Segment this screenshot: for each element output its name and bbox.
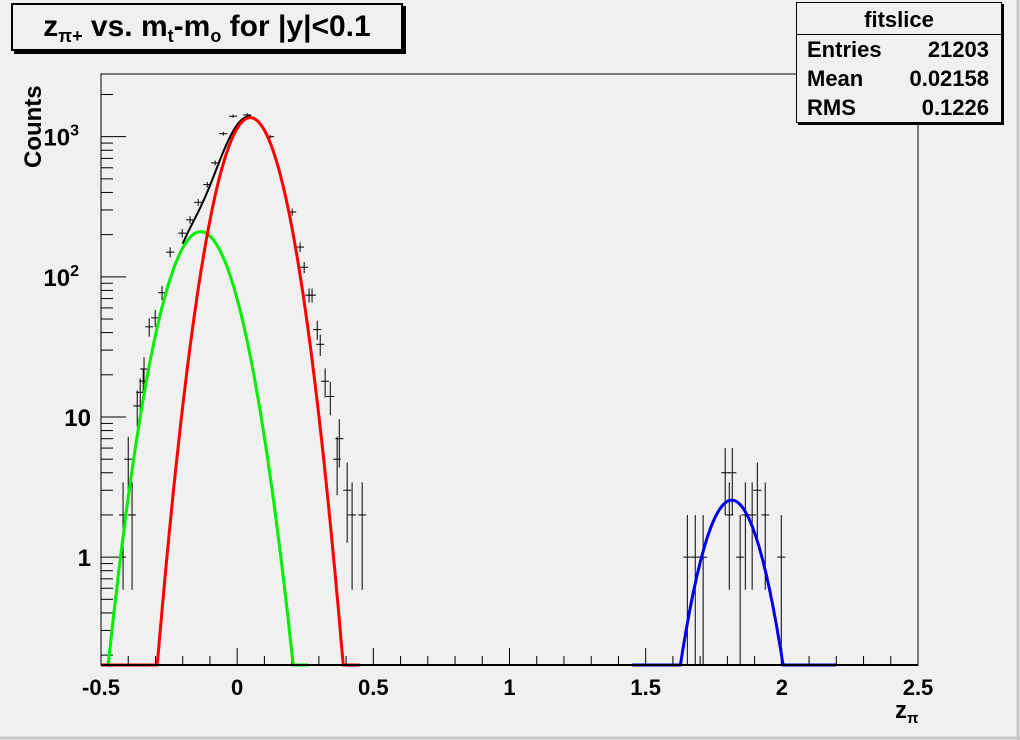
data-point [321,368,330,398]
x-tick-label: 0.5 [358,675,389,700]
data-point [748,482,757,590]
y-tick-label: 103 [43,123,79,152]
data-point [683,514,692,665]
x-axis-label-base: z [895,697,907,724]
title-part: t [167,26,174,46]
stats-name: fitslice [797,3,1001,35]
stats-box: fitslice Entries 21203 Mean 0.02158 RMS 0.1… [796,2,1002,123]
stats-label: Mean [807,66,864,91]
data-point [326,382,335,416]
stats-value: 21203 [927,37,989,62]
data-point [358,482,367,590]
x-axis-label: zπ [895,697,918,727]
title-part: for |y|<0.1 [221,10,371,43]
y-tick-label: 10 [64,405,91,432]
stats-value: 0.02158 [909,66,989,91]
data-point [211,160,220,166]
data-point [151,309,160,327]
data-point [166,247,175,258]
stats-row-rms: RMS 0.1226 [797,93,1001,122]
x-tick-label: 2.5 [903,675,934,700]
gaussian-fit-curve [101,230,308,667]
data-point [777,514,786,665]
data-point [316,334,325,356]
data-point [128,482,137,590]
y-tick-label: 1 [78,545,91,572]
x-tick-label: -0.5 [82,675,120,700]
data-point [296,242,305,253]
data-point [229,114,238,118]
data-point [343,462,352,543]
data-point [178,229,187,238]
chart-title: zπ+ vs. mt-mo for |y|<0.1 [11,3,403,51]
y-axis-label: Counts [20,85,47,168]
title-part: o [210,26,222,46]
data-point [728,448,737,515]
data-point [124,436,133,496]
title-part: vs. m [82,10,168,43]
stats-row-mean: Mean 0.02158 [797,64,1001,93]
stats-label: Entries [807,37,882,62]
y-tick-label: 102 [43,263,79,292]
data-point [145,318,154,337]
x-tick-label: 2 [776,675,788,700]
data-point [348,482,357,590]
x-tick-label: 1.5 [630,675,661,700]
data-point [308,288,317,303]
data-point [186,216,195,224]
title-part: z [43,10,59,43]
data-point [219,131,228,136]
x-tick-label: 1 [503,675,515,700]
title-part: π+ [58,26,83,46]
data-point [140,357,149,384]
plot-frame [100,73,919,666]
stats-label: RMS [807,95,856,120]
data-point [194,199,203,206]
title-part: -m [173,10,211,43]
data-point [313,320,322,340]
total-fit-curve [181,115,252,245]
stats-row-entries: Entries 21203 [797,35,1001,64]
data-point [335,419,344,468]
x-axis-label-sub: π [907,710,919,727]
data-point [736,514,745,665]
x-tick-label: 0 [231,675,243,700]
data-point [753,462,762,543]
stats-value: 0.1226 [921,95,989,120]
data-point [300,261,309,274]
